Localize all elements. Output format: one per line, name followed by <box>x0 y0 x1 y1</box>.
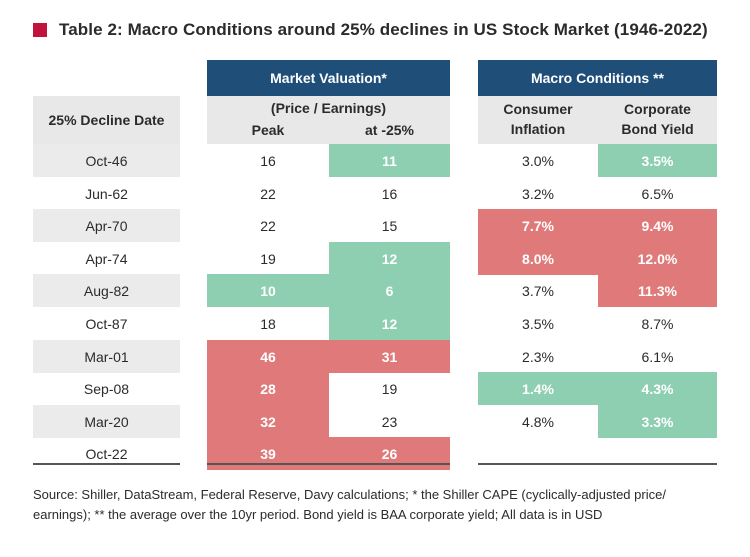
date-cell: Oct-22 <box>85 445 128 462</box>
inflation-header-line1: Consumer <box>503 101 573 117</box>
at25-cell: 11 <box>329 144 450 177</box>
inflation-cell: 3.7% <box>522 282 554 299</box>
date-cell: Apr-74 <box>85 250 128 267</box>
at25-cell: 12 <box>329 242 450 275</box>
peak-cell: 10 <box>207 274 329 307</box>
at25-cell: 31 <box>329 340 450 373</box>
bond-cell: 9.4% <box>598 209 717 242</box>
date-cell: Mar-20 <box>33 405 180 438</box>
peak-cell: 28 <box>207 372 329 405</box>
macro-subheader-bg <box>478 96 717 144</box>
date-cell: Apr-70 <box>33 209 180 242</box>
title-marker <box>33 23 47 37</box>
at25-cell: 16 <box>381 185 398 202</box>
inflation-cell: 3.2% <box>522 185 554 202</box>
bond-cell <box>598 437 717 470</box>
at25-header: at -25% <box>364 122 415 138</box>
inflation-cell: 7.7% <box>478 209 598 242</box>
date-cell: Aug-82 <box>33 274 180 307</box>
bond-cell: 6.5% <box>641 185 674 202</box>
bond-cell: 6.1% <box>641 348 674 365</box>
bond-cell: 3.3% <box>598 405 717 438</box>
date-cell: Oct-87 <box>85 315 128 332</box>
at25-cell: 19 <box>381 380 398 397</box>
peak-cell: 32 <box>207 405 329 438</box>
inflation-header-line2: Inflation <box>510 121 566 137</box>
date-header-label: 25% Decline Date <box>48 112 165 128</box>
at25-cell: 15 <box>381 217 398 234</box>
date-cell: Mar-01 <box>33 340 180 373</box>
inflation-cell <box>478 437 598 470</box>
inflation-cell: 3.5% <box>522 315 554 332</box>
date-cell: Oct-46 <box>33 144 180 177</box>
valuation-group-header: Market Valuation* <box>207 60 450 96</box>
valuation-group-label: Market Valuation* <box>270 70 387 86</box>
at25-cell: 6 <box>329 274 450 307</box>
at25-cell: 23 <box>381 413 398 430</box>
bottom-rule-dates <box>33 463 180 465</box>
inflation-cell: 3.0% <box>522 152 554 169</box>
peak-cell: 18 <box>260 315 276 332</box>
peak-cell: 39 <box>207 437 329 470</box>
valuation-subheader-label: (Price / Earnings) <box>270 100 387 116</box>
peak-cell: 19 <box>260 250 276 267</box>
bond-cell: 8.7% <box>641 315 674 332</box>
inflation-header: Consumer Inflation <box>478 99 598 139</box>
bottom-rule-valuation <box>207 463 450 465</box>
bottom-rule-macro <box>478 463 717 465</box>
bond-header-line1: Corporate <box>624 101 691 117</box>
peak-header: Peak <box>251 122 285 138</box>
bond-header: Corporate Bond Yield <box>598 99 717 139</box>
date-cell: Jun-62 <box>85 185 128 202</box>
bond-cell: 11.3% <box>598 274 717 307</box>
bond-cell: 3.5% <box>598 144 717 177</box>
bond-cell: 12.0% <box>598 242 717 275</box>
macro-group-label: Macro Conditions ** <box>530 70 664 86</box>
bond-header-line2: Bond Yield <box>621 121 694 137</box>
peak-cell: 22 <box>260 185 276 202</box>
table-title: Table 2: Macro Conditions around 25% dec… <box>33 20 708 40</box>
macro-group-header: Macro Conditions ** <box>478 60 717 96</box>
inflation-cell: 2.3% <box>522 348 554 365</box>
source-note: Source: Shiller, DataStream, Federal Res… <box>33 487 666 522</box>
peak-cell: 46 <box>207 340 329 373</box>
peak-cell: 22 <box>260 217 276 234</box>
peak-cell: 16 <box>260 152 276 169</box>
date-cell: Sep-08 <box>83 380 130 397</box>
date-header: 25% Decline Date <box>33 96 180 144</box>
title-text: Table 2: Macro Conditions around 25% dec… <box>59 20 708 39</box>
inflation-cell: 1.4% <box>478 372 598 405</box>
bond-cell: 4.3% <box>598 372 717 405</box>
at25-cell: 26 <box>329 437 450 470</box>
inflation-cell: 4.8% <box>522 413 554 430</box>
at25-cell: 12 <box>329 307 450 340</box>
valuation-subheader-bg <box>207 96 450 144</box>
inflation-cell: 8.0% <box>478 242 598 275</box>
